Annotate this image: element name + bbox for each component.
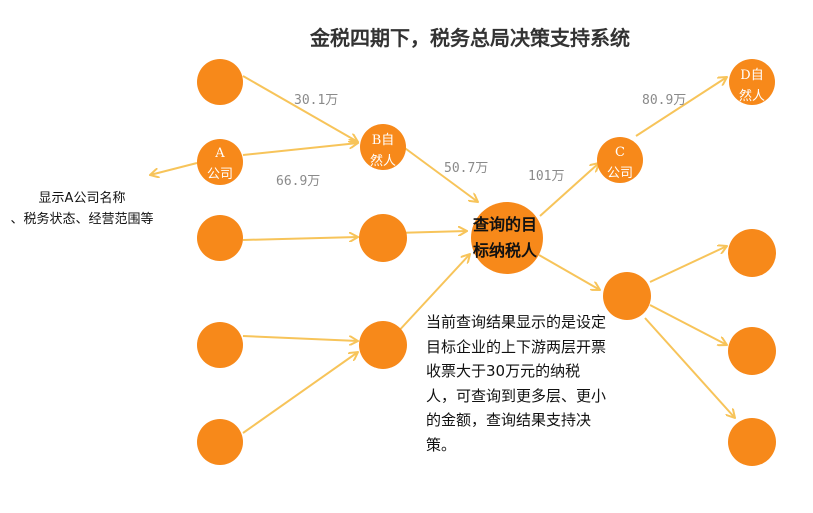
edge-m2-t (394, 231, 467, 233)
edge-r-r2 (649, 304, 727, 345)
edge-l4-m3 (242, 335, 358, 341)
edge-r-r1 (649, 246, 727, 283)
node-b-label: B自 (372, 133, 395, 148)
node-b-label: 然人 (370, 153, 396, 169)
node-c-label: 公司 (607, 166, 633, 181)
node-l5[interactable] (197, 419, 243, 465)
node-target[interactable] (471, 202, 543, 274)
node-m2[interactable] (359, 214, 407, 262)
node-c[interactable] (597, 137, 643, 183)
node-l3[interactable] (197, 215, 243, 261)
node-target-label: 标纳税人 (472, 241, 538, 260)
node-m3[interactable] (359, 321, 407, 369)
node-r2[interactable] (728, 327, 776, 375)
node-a-label: 公司 (207, 167, 233, 182)
edge-l1-b (242, 75, 358, 142)
edge-l3-m2 (242, 237, 358, 240)
edge-t-c (539, 163, 599, 217)
edge-label: 50.7万 (444, 161, 488, 176)
node-d-label: D自 (740, 68, 763, 83)
node-d-label: 然人 (739, 88, 765, 104)
edge-l5-m3 (242, 352, 358, 434)
node-r1[interactable] (728, 229, 776, 277)
edge-c-d (635, 77, 727, 137)
edge-b-t (397, 142, 478, 202)
edge-t-r (538, 254, 600, 290)
note-line: 显示A公司名称 (38, 191, 126, 206)
edge-r-r3 (644, 317, 735, 418)
node-a[interactable] (197, 139, 243, 185)
node-l1[interactable] (197, 59, 243, 105)
node-r3[interactable] (728, 418, 776, 466)
edge-label: 30.1万 (294, 93, 338, 108)
edge-label: 101万 (528, 169, 564, 184)
edge-m3-t (394, 254, 470, 336)
edge-a-left (150, 162, 198, 175)
edges (150, 75, 735, 434)
node-a-label: A (214, 146, 225, 161)
node-r[interactable] (603, 272, 651, 320)
description-text: 当前查询结果显示的是设定目标企业的上下游两层开票收票大于30万元的纳税人，可查询… (426, 313, 607, 454)
node-d[interactable] (729, 59, 775, 105)
note-line: 、税务状态、经营范围等 (10, 212, 154, 227)
node-target-label: 查询的目 (473, 215, 537, 234)
edge-label: 80.9万 (642, 93, 686, 108)
node-c-label: C (615, 145, 625, 160)
edge-a-b (242, 143, 358, 156)
node-b[interactable] (360, 124, 406, 170)
page-title: 金税四期下，税务总局决策支持系统 (310, 26, 630, 50)
node-l4[interactable] (197, 322, 243, 368)
company-info-note: 显示A公司名称 、税务状态、经营范围等 (0, 188, 172, 230)
edge-label: 66.9万 (276, 174, 320, 189)
